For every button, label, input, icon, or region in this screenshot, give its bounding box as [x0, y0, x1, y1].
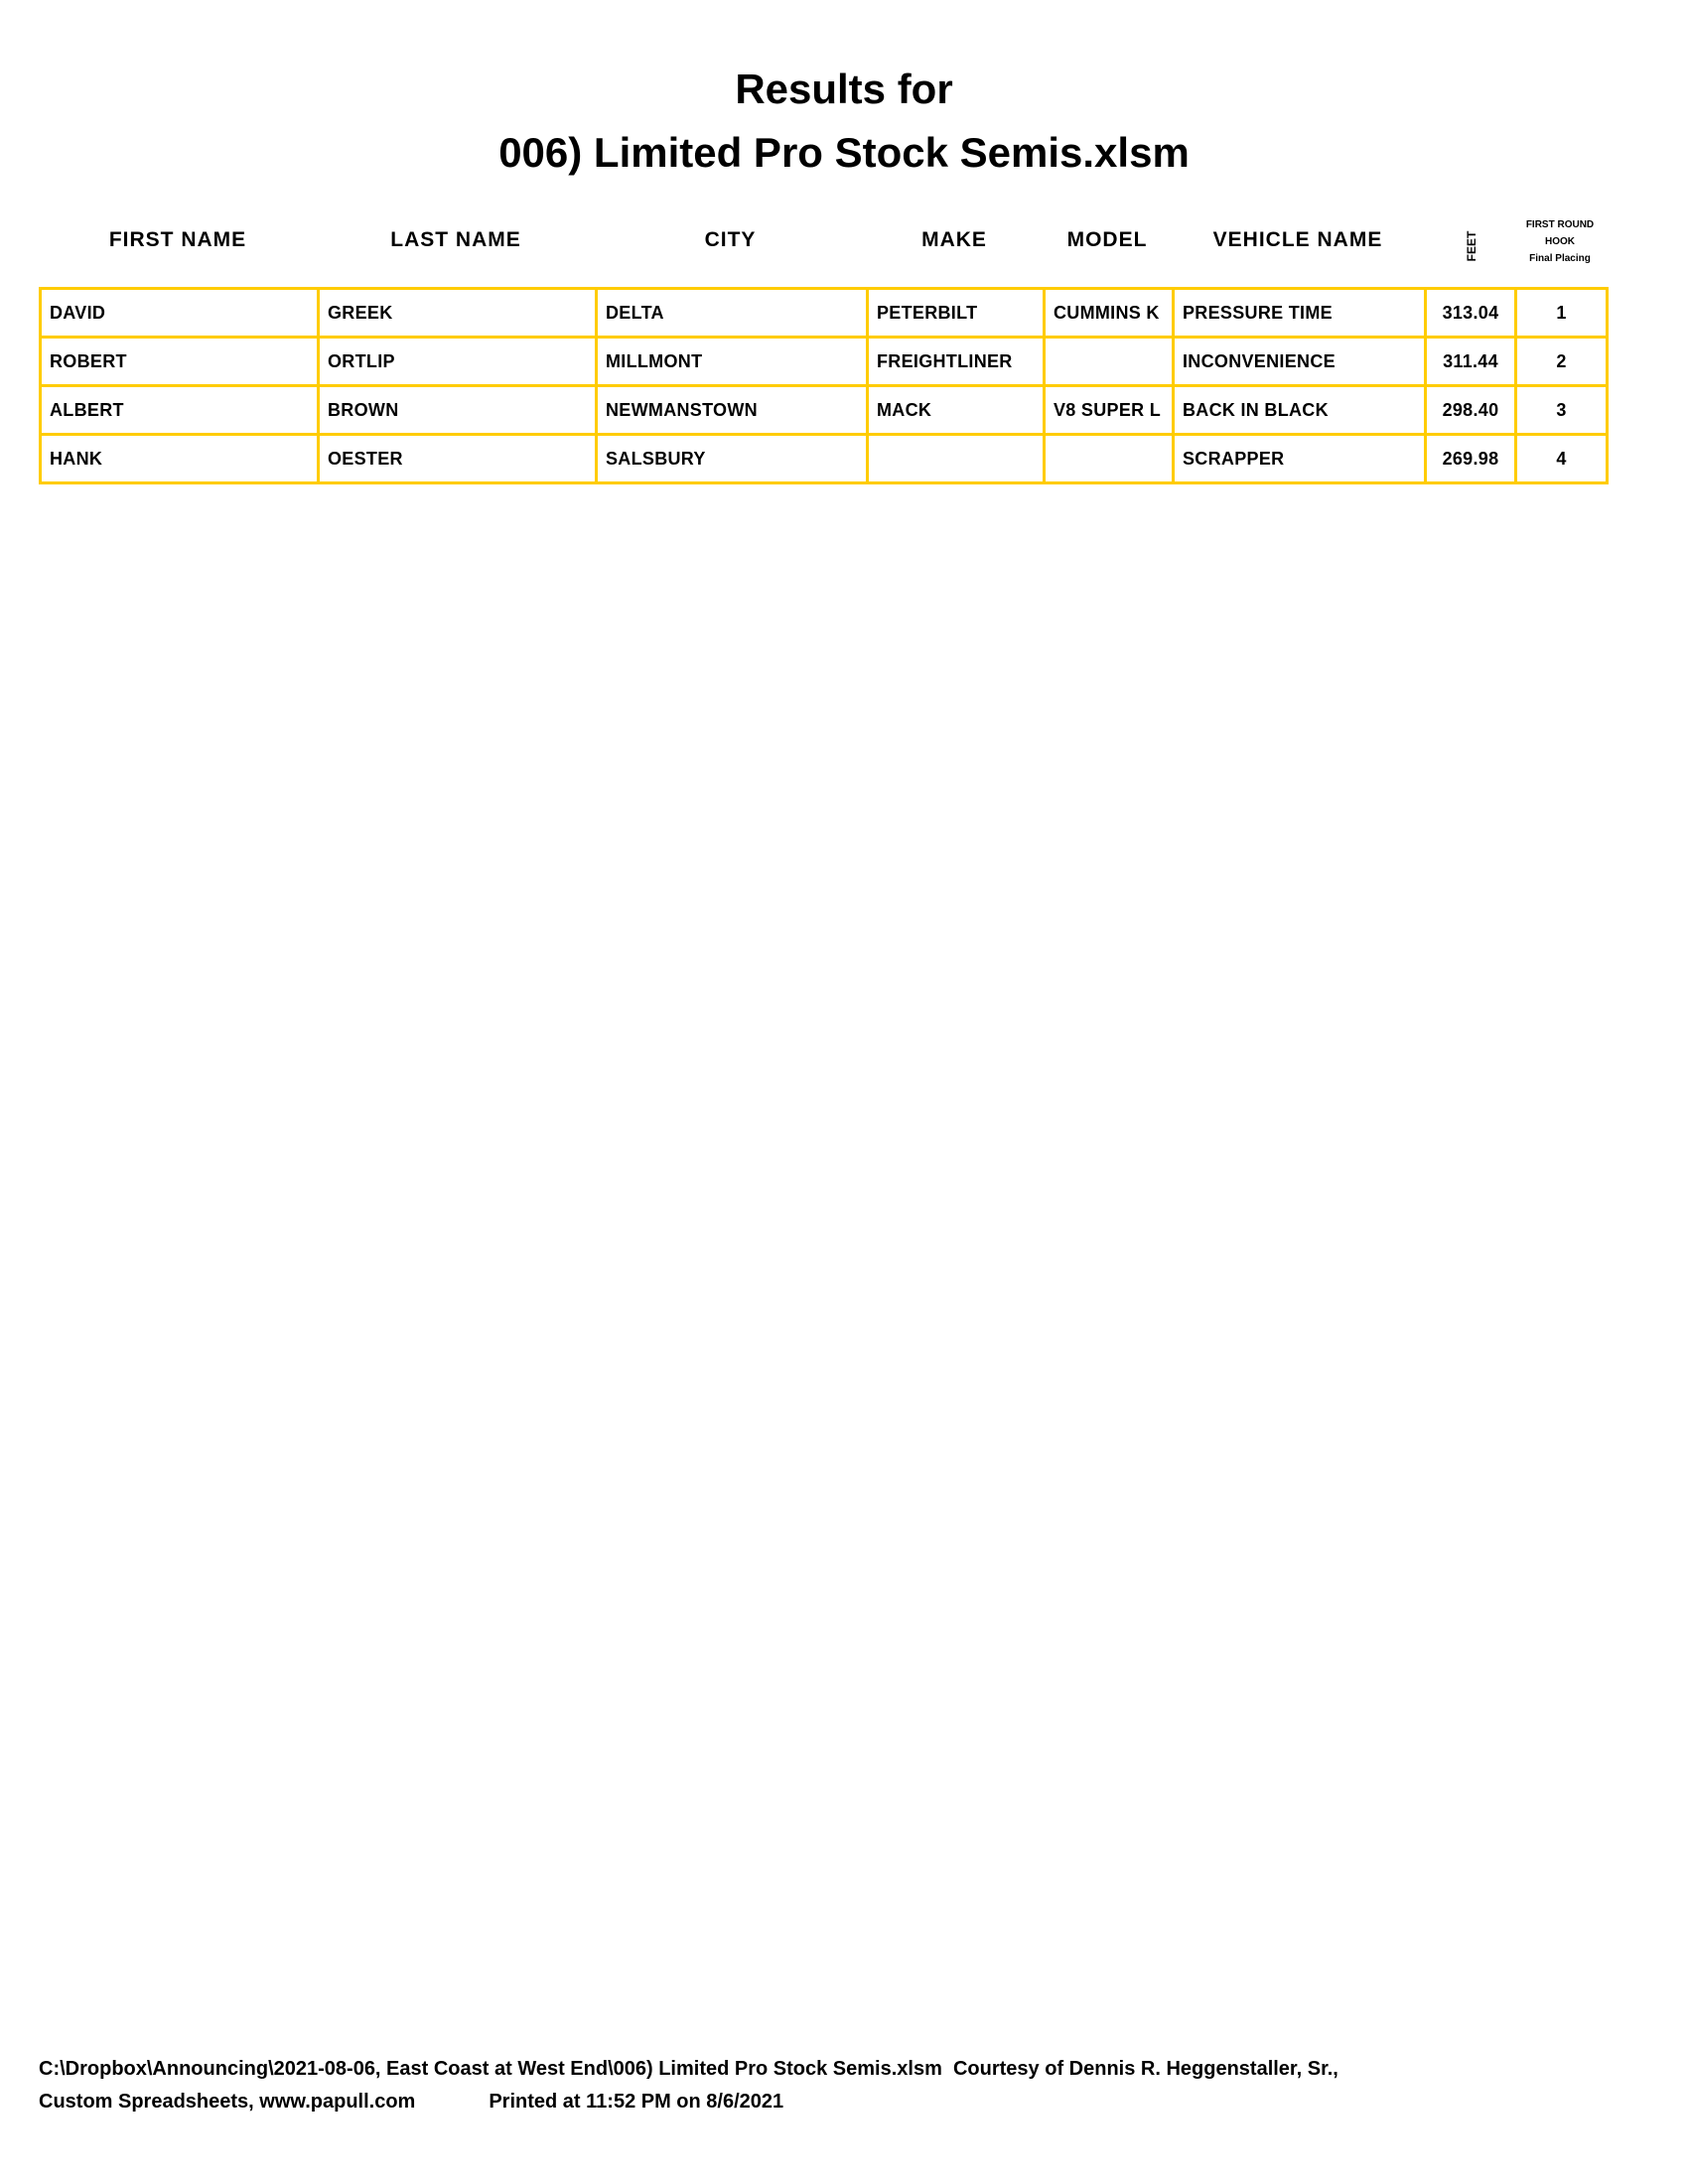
footer-website: Custom Spreadsheets, www.papull.com [39, 2091, 416, 2113]
cell-feet: 298.40 [1424, 384, 1517, 436]
cell-make [866, 433, 1046, 484]
cell-vehicle: INCONVENIENCE [1172, 336, 1427, 387]
cell-first: ALBERT [39, 384, 320, 436]
header-last-name: LAST NAME [390, 228, 521, 251]
cell-model [1043, 336, 1175, 387]
cell-first: HANK [39, 433, 320, 484]
footer-credits: Custom Spreadsheets, www.papull.com Print… [39, 2091, 783, 2114]
cell-feet: 313.04 [1424, 287, 1517, 339]
cell-last: OESTER [317, 433, 598, 484]
cell-model: CUMMINS K [1043, 287, 1175, 339]
cell-make: MACK [866, 384, 1046, 436]
cell-place: 2 [1514, 336, 1609, 387]
cell-model [1043, 433, 1175, 484]
cell-city: SALSBURY [595, 433, 869, 484]
table-row: DAVID GREEK DELTA PETERBILT CUMMINS K PRESSUR… [39, 287, 1609, 339]
cell-city: NEWMANSTOWN [595, 384, 869, 436]
cell-place: 3 [1514, 384, 1609, 436]
cell-feet: 269.98 [1424, 433, 1517, 484]
header-hook-line2: HOOK [1545, 236, 1575, 247]
results-table: DAVID GREEK DELTA PETERBILT CUMMINS K PRESSUR… [39, 287, 1609, 484]
footer-printed-at: Printed at 11:52 PM on 8/6/2021 [489, 2091, 784, 2113]
header-feet: FEET [1465, 230, 1478, 262]
file-title: 006) Limited Pro Stock Semis.xlsm [498, 129, 1190, 176]
header-first-round-hook: FIRST ROUND HOOK Final Placing [1514, 216, 1606, 267]
cell-first: ROBERT [39, 336, 320, 387]
cell-last: ORTLIP [317, 336, 598, 387]
cell-make: PETERBILT [866, 287, 1046, 339]
header-vehicle-name: VEHICLE NAME [1212, 228, 1383, 251]
cell-first: DAVID [39, 287, 320, 339]
cell-last: BROWN [317, 384, 598, 436]
cell-model: V8 SUPER L [1043, 384, 1175, 436]
cell-vehicle: SCRAPPER [1172, 433, 1427, 484]
cell-vehicle: BACK IN BLACK [1172, 384, 1427, 436]
cell-city: DELTA [595, 287, 869, 339]
table-row: ALBERT BROWN NEWMANSTOWN MACK V8 SUPER L BACK… [39, 384, 1609, 436]
footer-path: C:\Dropbox\Announcing\2021-08-06, East C… [39, 2058, 1338, 2080]
cell-make: FREIGHTLINER [866, 336, 1046, 387]
cell-city: MILLMONT [595, 336, 869, 387]
header-model: MODEL [1066, 228, 1148, 251]
cell-last: GREEK [317, 287, 598, 339]
header-city: CITY [704, 228, 757, 251]
header-make: MAKE [921, 228, 987, 251]
header-first-name: FIRST NAME [108, 228, 247, 251]
header-hook-line1: FIRST ROUND [1525, 219, 1595, 230]
cell-place: 4 [1514, 433, 1609, 484]
table-row: HANK OESTER SALSBURY SCRAPPER 269.98 4 [39, 433, 1609, 484]
cell-vehicle: PRESSURE TIME [1172, 287, 1427, 339]
cell-place: 1 [1514, 287, 1609, 339]
page-title: Results for [735, 66, 953, 112]
cell-feet: 311.44 [1424, 336, 1517, 387]
header-hook-line3: Final Placing [1529, 253, 1591, 264]
table-row: ROBERT ORTLIP MILLMONT FREIGHTLINER INCONVEN… [39, 336, 1609, 387]
